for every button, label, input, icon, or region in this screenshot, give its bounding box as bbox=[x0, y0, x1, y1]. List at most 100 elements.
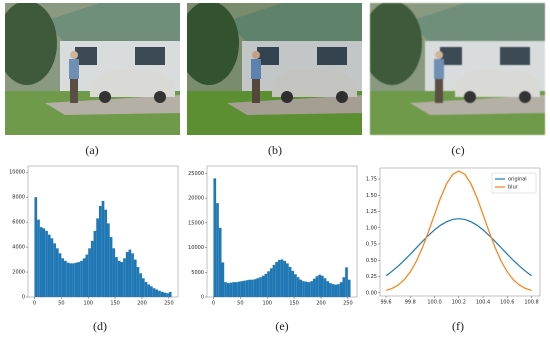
bar bbox=[269, 268, 273, 297]
x-tick-label: 250 bbox=[164, 301, 174, 307]
bar bbox=[229, 282, 233, 297]
y-tick-label: 10000 bbox=[188, 245, 204, 251]
bar bbox=[117, 260, 121, 297]
bar bbox=[224, 282, 227, 297]
bar bbox=[318, 274, 321, 297]
y-tick-label: 0.25 bbox=[366, 274, 377, 280]
bar bbox=[320, 275, 324, 297]
bar bbox=[243, 280, 246, 297]
bar bbox=[155, 289, 159, 297]
bar bbox=[66, 262, 70, 297]
x-tick-label: 100.8 bbox=[524, 300, 538, 306]
bar bbox=[34, 197, 38, 297]
y-tick-label: 2000 bbox=[12, 270, 25, 276]
x-tick-label: 0 bbox=[212, 301, 215, 307]
y-tick-label: 0 bbox=[201, 295, 204, 301]
panel-label: (a) bbox=[85, 143, 98, 157]
bar bbox=[345, 267, 348, 297]
x-tick-label: 99.8 bbox=[405, 300, 416, 306]
bar bbox=[152, 288, 156, 297]
bar bbox=[267, 271, 270, 297]
x-tick-label: 250 bbox=[343, 301, 353, 307]
bar bbox=[85, 254, 89, 297]
bar bbox=[240, 281, 244, 297]
x-tick-label: 100 bbox=[83, 301, 93, 307]
bar bbox=[226, 283, 230, 297]
axes-frame bbox=[379, 167, 541, 297]
bar bbox=[39, 227, 43, 297]
bar bbox=[112, 248, 116, 297]
bar bbox=[133, 259, 137, 297]
bar bbox=[256, 278, 260, 297]
bar bbox=[147, 284, 151, 297]
bar bbox=[74, 262, 78, 297]
bar bbox=[163, 292, 167, 297]
y-tick-label: 1.00 bbox=[366, 225, 377, 231]
bar bbox=[221, 262, 225, 297]
photo-c bbox=[370, 3, 545, 135]
bar bbox=[294, 274, 297, 297]
photo-b bbox=[187, 3, 362, 135]
bar bbox=[101, 200, 105, 297]
panel-label: (f) bbox=[452, 319, 464, 333]
y-tick-label: 15000 bbox=[188, 220, 204, 226]
bar bbox=[69, 263, 73, 297]
bar bbox=[259, 277, 262, 297]
legend-box bbox=[491, 172, 537, 194]
bar bbox=[82, 258, 86, 297]
x-tick-label: 50 bbox=[58, 301, 64, 307]
bar bbox=[104, 209, 108, 297]
y-tick-label: 0.50 bbox=[366, 258, 377, 264]
bar bbox=[42, 228, 46, 297]
y-tick-label: 1.50 bbox=[366, 193, 377, 199]
y-tick-label: 8000 bbox=[12, 195, 25, 201]
bar bbox=[141, 278, 145, 297]
x-tick-label: 100.2 bbox=[452, 300, 466, 306]
bar bbox=[286, 263, 289, 297]
photo-a bbox=[5, 3, 180, 135]
bar bbox=[144, 282, 148, 297]
y-tick-label: 1.25 bbox=[366, 209, 377, 215]
bar bbox=[213, 178, 217, 297]
bar bbox=[291, 270, 295, 297]
bar bbox=[64, 260, 67, 297]
x-tick-label: 150 bbox=[289, 301, 299, 307]
y-tick-label: 0.00 bbox=[366, 290, 377, 296]
panel-label: (b) bbox=[268, 143, 282, 157]
bar bbox=[310, 281, 313, 297]
bar bbox=[283, 260, 287, 297]
x-tick-label: 0 bbox=[33, 301, 36, 307]
bar bbox=[275, 261, 278, 297]
bar bbox=[288, 266, 292, 297]
bar bbox=[107, 223, 110, 297]
bar bbox=[326, 281, 330, 297]
bar bbox=[53, 243, 56, 297]
y-tick-label: 5000 bbox=[191, 270, 204, 276]
bar bbox=[139, 273, 142, 297]
bar bbox=[347, 279, 351, 297]
bar bbox=[55, 248, 59, 297]
bar bbox=[158, 290, 161, 297]
y-tick-label: 0 bbox=[22, 295, 25, 301]
bar bbox=[109, 237, 113, 297]
x-tick-label: 100.4 bbox=[476, 300, 490, 306]
bar bbox=[96, 218, 99, 297]
bar bbox=[88, 248, 91, 297]
bar bbox=[216, 203, 219, 297]
y-tick-label: 20000 bbox=[188, 196, 204, 202]
bar bbox=[331, 284, 335, 297]
bar bbox=[120, 262, 124, 297]
bar bbox=[342, 277, 346, 297]
x-tick-label: 100 bbox=[262, 301, 272, 307]
bar bbox=[232, 282, 235, 297]
bar bbox=[323, 278, 327, 297]
bar bbox=[125, 252, 129, 297]
bar bbox=[307, 282, 311, 297]
bar bbox=[45, 230, 48, 297]
bar bbox=[237, 281, 241, 297]
bar bbox=[218, 227, 222, 297]
bar bbox=[123, 258, 126, 297]
line bbox=[385, 218, 532, 277]
panel-label: (c) bbox=[451, 143, 464, 157]
